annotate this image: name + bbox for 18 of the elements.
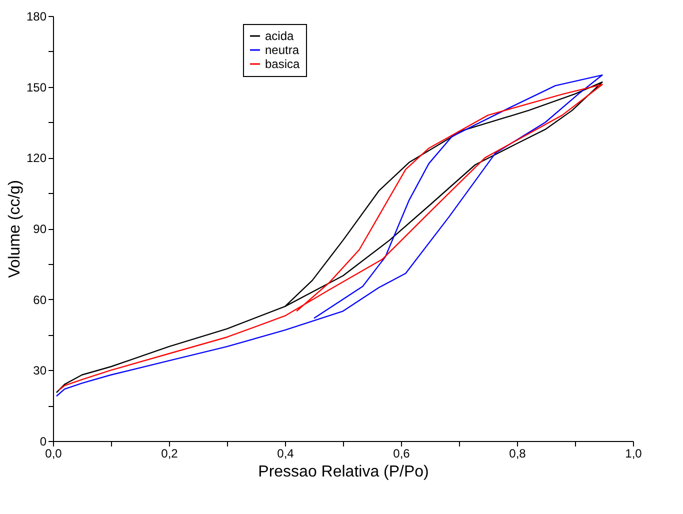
legend-label: acida bbox=[265, 29, 294, 43]
legend-label: basica bbox=[265, 57, 300, 71]
x-tick-label: 0,0 bbox=[45, 446, 62, 460]
y-tick-label: 0 bbox=[40, 434, 47, 448]
x-tick-label: 0,2 bbox=[161, 446, 178, 460]
y-axis-title: Volume (cc/g) bbox=[6, 180, 24, 278]
x-tick-label: 0,6 bbox=[393, 446, 410, 460]
x-tick-label: 0,8 bbox=[509, 446, 526, 460]
legend-label: neutra bbox=[265, 43, 300, 57]
y-tick-label: 30 bbox=[33, 364, 47, 378]
x-tick-label: 0,4 bbox=[277, 446, 294, 460]
y-tick-label: 120 bbox=[26, 151, 47, 166]
y-tick-label: 150 bbox=[26, 80, 47, 94]
x-tick-label: 1,0 bbox=[625, 446, 642, 460]
y-tick-label: 60 bbox=[33, 292, 47, 307]
x-axis-title: Pressao Relativa (P/Po) bbox=[258, 464, 429, 480]
y-tick-label: 180 bbox=[26, 10, 47, 24]
y-tick-label: 90 bbox=[33, 222, 47, 236]
